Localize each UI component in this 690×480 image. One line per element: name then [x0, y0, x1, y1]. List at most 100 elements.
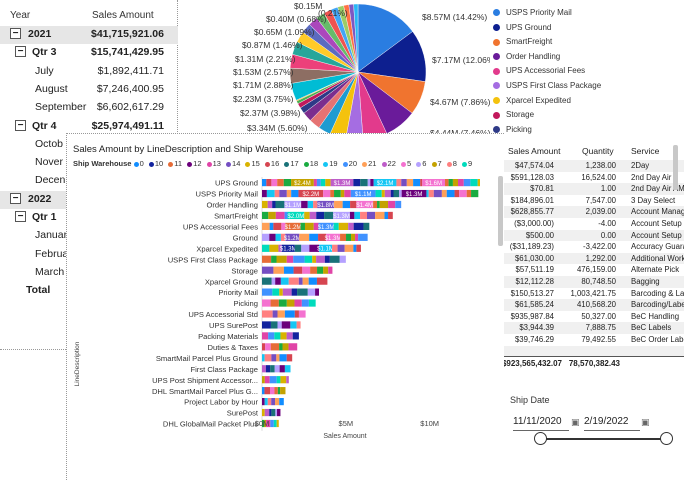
bar-segment[interactable] [399, 189, 402, 198]
bar-segment[interactable] [304, 255, 313, 263]
bar-segment[interactable] [262, 222, 270, 230]
bar-segment[interactable] [264, 376, 270, 384]
bar-segment[interactable] [262, 266, 274, 274]
warehouse-legend-item[interactable]: 6 [416, 159, 426, 168]
table-row[interactable]: $184,896.01 7,547.00 3 Day Select [504, 195, 684, 207]
bar-segment[interactable] [276, 255, 287, 263]
bar-segment[interactable] [288, 343, 298, 351]
warehouse-legend-item[interactable]: 10 [148, 159, 163, 168]
bar-segment[interactable] [317, 266, 324, 274]
bar-segment[interactable] [296, 321, 301, 329]
bar-segment[interactable] [269, 222, 274, 230]
bar-segment[interactable] [277, 408, 281, 417]
bar-segment[interactable] [264, 408, 270, 417]
bar-segment[interactable] [262, 365, 266, 373]
bar-segment[interactable] [281, 244, 295, 252]
bar-segment[interactable] [279, 398, 284, 406]
bar-segment[interactable] [273, 222, 282, 230]
bar-segment[interactable] [276, 354, 280, 362]
bar-segment[interactable] [313, 222, 319, 230]
bar-segment[interactable] [379, 200, 389, 209]
bar-segment[interactable] [275, 211, 285, 220]
bar-segment[interactable] [269, 233, 276, 241]
bar-segment[interactable] [267, 398, 272, 406]
bar-segment[interactable] [277, 179, 284, 187]
bar-segment[interactable] [291, 189, 299, 198]
bar-segment[interactable] [276, 376, 281, 384]
bar-segment[interactable] [262, 398, 265, 406]
bar-segment[interactable] [270, 387, 275, 395]
bar-segment[interactable] [320, 179, 326, 187]
bar-segment[interactable] [262, 376, 265, 384]
legend-item[interactable]: Picking [493, 125, 532, 134]
table-row[interactable]: ($3,000.00) -4.00 Account Setup [504, 218, 684, 230]
table-row[interactable]: $61,585.24 410,568.20 Barcoding/Label [504, 299, 684, 311]
bar-segment[interactable] [401, 189, 427, 198]
bar-segment[interactable] [446, 189, 455, 198]
warehouse-legend-item[interactable]: 8 [446, 159, 457, 168]
bar-segment[interactable] [266, 419, 271, 428]
bar-segment[interactable] [463, 179, 471, 187]
bar-segment[interactable] [353, 179, 361, 187]
warehouse-legend-item[interactable]: 19 [323, 159, 338, 168]
bar-segment[interactable] [441, 189, 447, 198]
bar-segment[interactable] [323, 266, 329, 274]
bar-segment[interactable] [353, 222, 364, 230]
bar-segment[interactable] [448, 179, 453, 187]
bar-segment[interactable] [282, 343, 289, 351]
bar-segment[interactable] [270, 321, 278, 329]
bar-segment[interactable] [316, 255, 325, 263]
bar-segment[interactable] [264, 354, 272, 362]
bar-segment[interactable] [316, 211, 325, 220]
bar-segment[interactable] [286, 255, 294, 263]
bar-segment[interactable] [286, 376, 289, 384]
table-row[interactable]: $500.00 0.00 Account Setup [504, 229, 684, 242]
bar-segment[interactable] [318, 244, 333, 252]
bar-segment[interactable] [358, 233, 368, 241]
bar-segment[interactable] [317, 200, 335, 209]
table-row[interactable]: $61,030.00 1,292.00 Additional Work [504, 252, 684, 265]
bar-segment[interactable] [262, 299, 271, 307]
bar-segment[interactable] [272, 310, 278, 318]
table-row[interactable] [504, 345, 684, 358]
bar-segment[interactable] [275, 200, 285, 209]
bar-segment[interactable] [337, 244, 345, 252]
collapse-toggle-icon[interactable]: − [15, 46, 26, 58]
bar-segment[interactable] [315, 288, 320, 296]
bar-segment[interactable] [290, 321, 297, 329]
matrix-header-year[interactable]: Year [10, 10, 31, 21]
bar-segment[interactable] [281, 222, 286, 230]
bar-segment[interactable] [271, 408, 276, 417]
bar-segment[interactable] [332, 244, 338, 252]
bar-segment[interactable] [329, 255, 340, 263]
bar-segment[interactable] [286, 299, 295, 307]
slicer-start-date[interactable]: 11/11/2020 [513, 415, 569, 431]
bar-segment[interactable] [422, 179, 446, 187]
bar-segment[interactable] [280, 233, 286, 241]
bar-segment[interactable] [310, 266, 318, 274]
bar-segment[interactable] [390, 189, 394, 198]
collapse-toggle-icon[interactable]: − [15, 211, 26, 222]
bar-segment[interactable] [277, 310, 285, 318]
bar-segment[interactable] [262, 332, 269, 340]
warehouse-legend-item[interactable]: 7 [431, 159, 442, 168]
table-row[interactable]: $70.81 1.00 2nd Day Air AM [504, 183, 684, 195]
bar-segment[interactable] [354, 211, 361, 220]
bar-segment[interactable] [266, 179, 272, 187]
warehouse-legend-item[interactable]: 17 [284, 159, 299, 168]
bar-segment[interactable] [278, 244, 282, 252]
bar-segment[interactable] [268, 211, 276, 220]
legend-item[interactable]: SmartFreight [493, 37, 552, 46]
bar-segment[interactable] [291, 179, 314, 187]
table-header-qty[interactable]: Quantity [582, 146, 614, 156]
bar-segment[interactable] [284, 365, 291, 373]
bar-segment[interactable] [264, 387, 271, 395]
bar-segment[interactable] [265, 365, 271, 373]
bar-segment[interactable] [384, 211, 389, 220]
table-row[interactable]: $591,128.03 16,524.00 2nd Day Air [504, 172, 684, 184]
bar-segment[interactable] [324, 255, 330, 263]
bar-segment[interactable] [373, 200, 378, 209]
warehouse-legend-item[interactable]: 21 [362, 159, 376, 168]
bar-segment[interactable] [316, 277, 328, 285]
bar-segment[interactable] [302, 277, 309, 285]
